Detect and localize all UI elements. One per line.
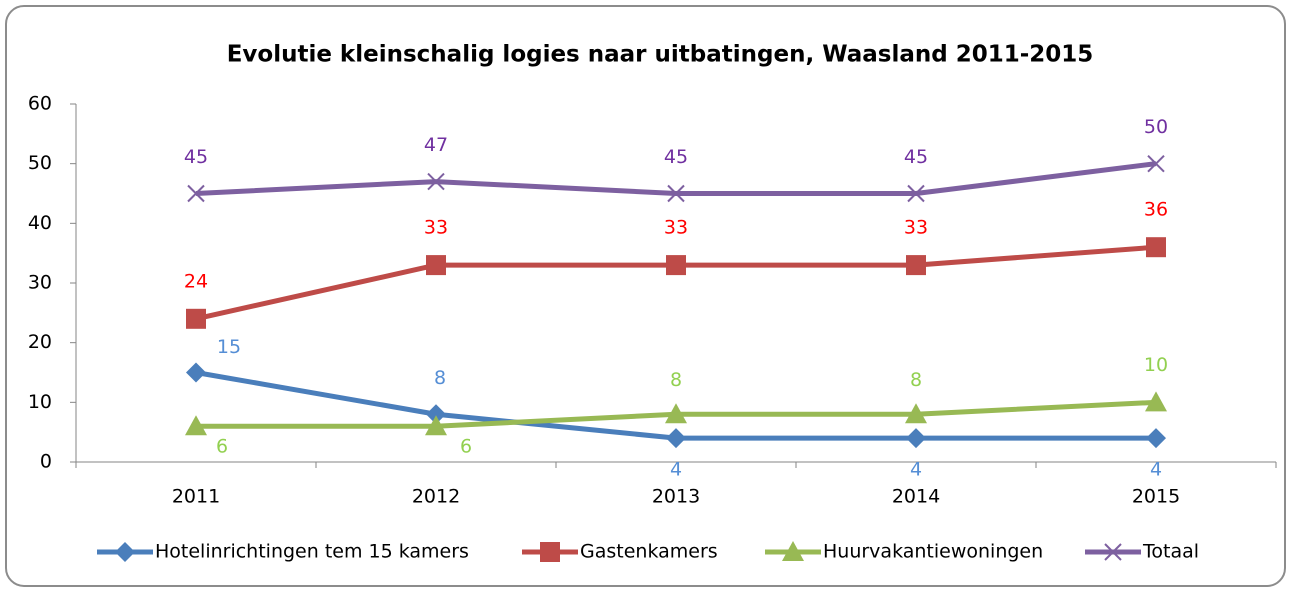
marker — [666, 428, 686, 449]
marker — [187, 184, 205, 203]
marker — [540, 542, 560, 562]
chart-title: Evolutie kleinschalig logies naar uitbat… — [227, 42, 1094, 68]
data-label: 6 — [216, 436, 228, 458]
marker — [426, 255, 446, 276]
y-tick-label: 30 — [28, 272, 52, 294]
marker — [1104, 543, 1122, 561]
marker — [907, 184, 925, 203]
data-label: 33 — [424, 217, 448, 239]
legend-label: Huurvakantiewoningen — [823, 541, 1043, 563]
marker — [1146, 428, 1166, 449]
data-label: 15 — [217, 336, 241, 358]
data-label: 6 — [460, 436, 472, 458]
legend-label: Gastenkamers — [580, 541, 718, 563]
data-label: 45 — [184, 146, 208, 168]
marker — [1147, 154, 1165, 173]
data-label: 8 — [910, 369, 922, 391]
marker — [186, 362, 206, 383]
marker — [186, 308, 206, 329]
marker — [426, 404, 446, 425]
data-label: 45 — [904, 146, 928, 168]
marker — [906, 428, 926, 449]
marker — [666, 255, 686, 276]
marker — [115, 542, 135, 562]
data-label: 36 — [1144, 199, 1168, 221]
y-tick-label: 0 — [40, 451, 52, 473]
y-tick-label: 10 — [28, 391, 52, 413]
data-label: 10 — [1144, 354, 1168, 376]
marker — [185, 415, 207, 436]
x-tick-label: 2014 — [892, 486, 940, 508]
chart-frame — [5, 5, 1286, 587]
data-label: 4 — [1150, 459, 1162, 481]
legend-label: Hotelinrichtingen tem 15 kamers — [155, 541, 469, 563]
marker — [665, 403, 687, 424]
marker — [667, 184, 685, 203]
y-tick-label: 60 — [28, 93, 52, 115]
x-tick-label: 2013 — [652, 486, 700, 508]
marker — [782, 541, 804, 561]
marker — [906, 255, 926, 276]
marker — [1146, 237, 1166, 258]
y-tick-label: 40 — [28, 212, 52, 234]
x-tick-label: 2011 — [172, 486, 220, 508]
data-label: 24 — [184, 270, 208, 292]
x-tick-label: 2012 — [412, 486, 460, 508]
marker — [425, 415, 447, 436]
data-label: 33 — [904, 217, 928, 239]
x-tick-label: 2015 — [1132, 486, 1180, 508]
data-label: 45 — [664, 146, 688, 168]
legend-label: Totaal — [1142, 541, 1199, 563]
data-label: 4 — [670, 459, 682, 481]
y-tick-label: 20 — [28, 331, 52, 353]
marker — [905, 403, 927, 424]
data-label: 47 — [424, 134, 448, 156]
marker — [1145, 391, 1167, 412]
marker — [427, 172, 445, 191]
data-label: 33 — [664, 217, 688, 239]
data-label: 8 — [434, 367, 446, 389]
data-label: 50 — [1144, 116, 1168, 138]
data-label: 4 — [910, 459, 922, 481]
y-tick-label: 50 — [28, 152, 52, 174]
data-label: 8 — [670, 369, 682, 391]
